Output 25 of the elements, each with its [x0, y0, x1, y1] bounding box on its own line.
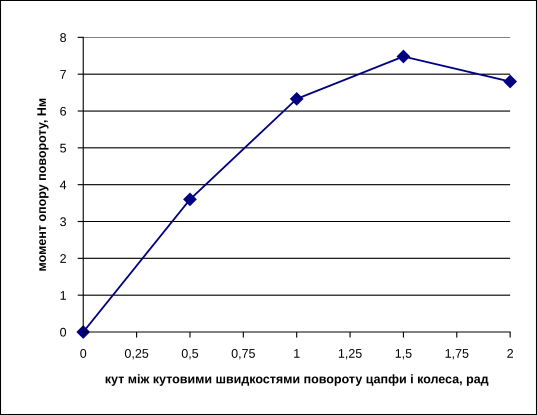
point [504, 74, 517, 88]
y-tick-label: 8 [60, 33, 66, 42]
x-tick-label: 1,75 [446, 349, 468, 360]
x-tick-label: 0,25 [124, 348, 148, 360]
point [76, 325, 90, 339]
y-tick-label: 5 [60, 144, 66, 152]
x-tick-label: 1 [294, 349, 300, 358]
x-tick-label: 2 [507, 348, 513, 358]
y-tick-label: 7 [60, 70, 66, 79]
point [183, 192, 197, 206]
y-tick-label: 3 [60, 217, 66, 226]
x-tick-label: 0,75 [232, 348, 255, 360]
y-tick-label: 0 [60, 328, 66, 337]
x-axis-title: кут між кутовими швидкостями повороту цапфи і колеса, рад [106, 374, 488, 386]
y-tick-label: 1 [60, 291, 66, 300]
y-tick-label: 2 [60, 254, 66, 263]
y-tick-label: 6 [60, 106, 66, 116]
y-tick-label: 4 [60, 180, 66, 190]
x-tick-label: 0,5 [182, 348, 198, 360]
point [290, 92, 304, 106]
x-tick-label: 1,25 [338, 348, 362, 360]
x-tick-label: 0 [80, 348, 86, 358]
point [396, 50, 410, 64]
y-axis-title: момент опору повороту, Нм [37, 98, 49, 271]
x-tick-label: 1,5 [396, 349, 412, 360]
